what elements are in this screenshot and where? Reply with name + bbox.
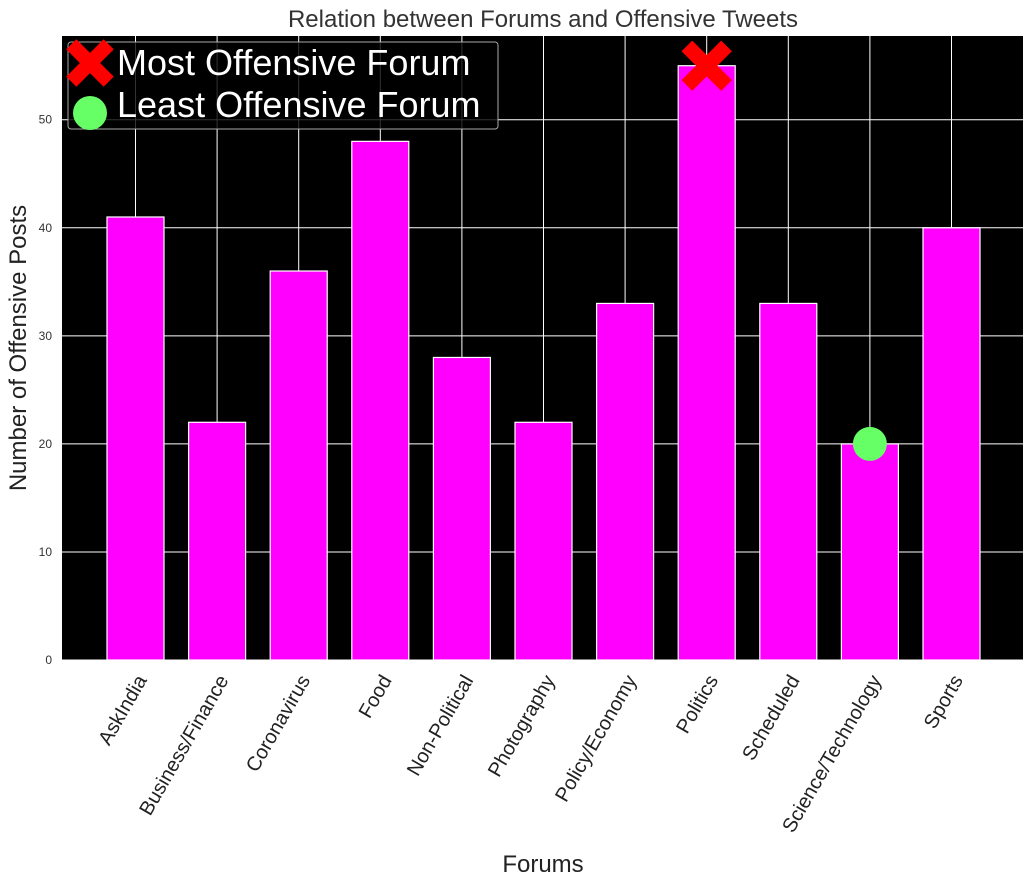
bar-politics xyxy=(677,65,736,661)
circle-icon xyxy=(852,426,887,461)
x-tick-label: Photography xyxy=(484,672,560,781)
y-axis-title: Number of Offensive Posts xyxy=(5,205,32,491)
bars xyxy=(106,65,981,661)
legend-label: Most Offensive Forum xyxy=(117,42,470,83)
x-tick-label: Scheduled xyxy=(738,672,804,765)
x-tick-label: AskIndia xyxy=(94,671,152,749)
bar-science-technology xyxy=(840,443,900,661)
chart-title: Relation between Forums and Offensive Tw… xyxy=(288,6,798,33)
bar-business-finance xyxy=(188,421,247,661)
x-tick-label: Food xyxy=(355,672,397,722)
x-icon xyxy=(66,39,114,87)
circle-icon xyxy=(73,96,107,130)
y-tick-label: 50 xyxy=(39,113,53,127)
markers xyxy=(681,40,887,461)
y-tick-label: 0 xyxy=(45,653,52,667)
bar-scheduled xyxy=(759,302,818,661)
legend-box xyxy=(67,41,499,130)
bar-food xyxy=(351,140,410,661)
y-tick-label: 30 xyxy=(39,329,53,343)
bar-non-political xyxy=(432,356,491,661)
x-tick-label: Policy/Economy xyxy=(551,672,641,806)
bar-photography xyxy=(514,421,573,661)
x-tick-label: Politics xyxy=(672,672,723,738)
bar-askindia xyxy=(106,216,165,661)
y-tick-label: 20 xyxy=(39,437,53,451)
bar-sports xyxy=(922,227,981,661)
x-tick-label: Business/Finance xyxy=(135,672,233,820)
y-axis-ticks: 0 10 20 30 40 50 xyxy=(39,113,53,667)
bar-coronavirus xyxy=(269,270,328,661)
x-icon xyxy=(681,40,732,91)
y-tick-label: 10 xyxy=(39,545,53,559)
x-tick-label: Coronavirus xyxy=(242,672,315,776)
legend-label: Least Offensive Forum xyxy=(117,84,481,125)
x-tick-label: Sports xyxy=(920,672,968,733)
x-axis-title: Forums xyxy=(502,851,583,878)
y-tick-label: 40 xyxy=(39,221,53,235)
bar-policy-economy xyxy=(595,302,655,661)
x-tick-label: Non-Political xyxy=(403,672,478,780)
